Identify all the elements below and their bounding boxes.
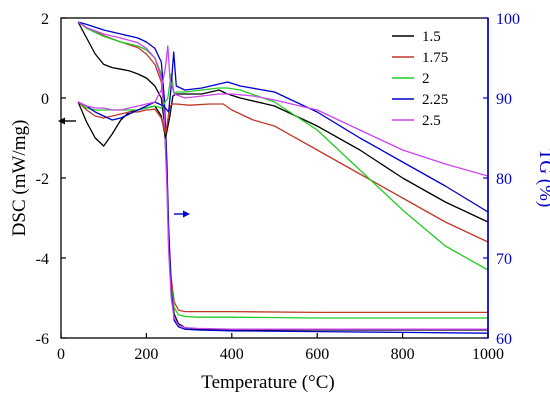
x-axis: 0 200 400 600 800 1000 <box>57 333 504 363</box>
y2-axis-label: TG (%) <box>535 149 550 208</box>
legend-label-2-25: 2.25 <box>422 92 448 108</box>
arrow-right-head <box>183 210 190 218</box>
dsc-series-2-5 <box>77 45 488 177</box>
y-tick-label: -6 <box>36 331 49 348</box>
x-tick-label: 0 <box>57 346 65 363</box>
y-tick-label: 2 <box>41 11 49 28</box>
arrow-left-head <box>58 117 65 125</box>
y2-tick-label: 70 <box>496 251 512 268</box>
tg-series-2-5 <box>77 21 488 330</box>
y2-tick-label: 80 <box>496 171 512 188</box>
legend-label-1-5: 1.5 <box>422 29 441 45</box>
legend-label-2-5: 2.5 <box>422 113 441 129</box>
x-tick-label: 600 <box>305 346 329 363</box>
legend: 1.5 1.75 2 2.25 2.5 <box>392 29 448 129</box>
y-tick-label: -2 <box>36 171 49 188</box>
y2-tick-label: 100 <box>496 11 520 28</box>
y-axis-right: 100 90 80 70 60 <box>483 11 520 348</box>
dsc-series-1-5 <box>77 89 488 223</box>
y-axis-label: DSC (mW/mg) <box>9 120 30 237</box>
x-tick-label: 1000 <box>472 346 504 363</box>
series-group <box>77 21 488 334</box>
legend-label-1-75: 1.75 <box>422 50 448 66</box>
x-tick-label: 200 <box>134 346 158 363</box>
y2-tick-label: 90 <box>496 91 512 108</box>
y-tick-label: -4 <box>36 251 49 268</box>
y-axis-left: 2 0 -2 -4 -6 <box>36 11 66 348</box>
y-tick-label: 0 <box>41 91 49 108</box>
arrow-right-tg <box>174 210 190 218</box>
x-tick-label: 800 <box>391 346 415 363</box>
legend-label-2: 2 <box>422 71 430 87</box>
dsc-series-1-75 <box>77 101 488 243</box>
x-axis-label: Temperature (°C) <box>201 372 334 393</box>
x-tick-label: 400 <box>220 346 244 363</box>
arrow-left-dsc <box>58 117 76 125</box>
y2-tick-label: 60 <box>496 331 512 348</box>
